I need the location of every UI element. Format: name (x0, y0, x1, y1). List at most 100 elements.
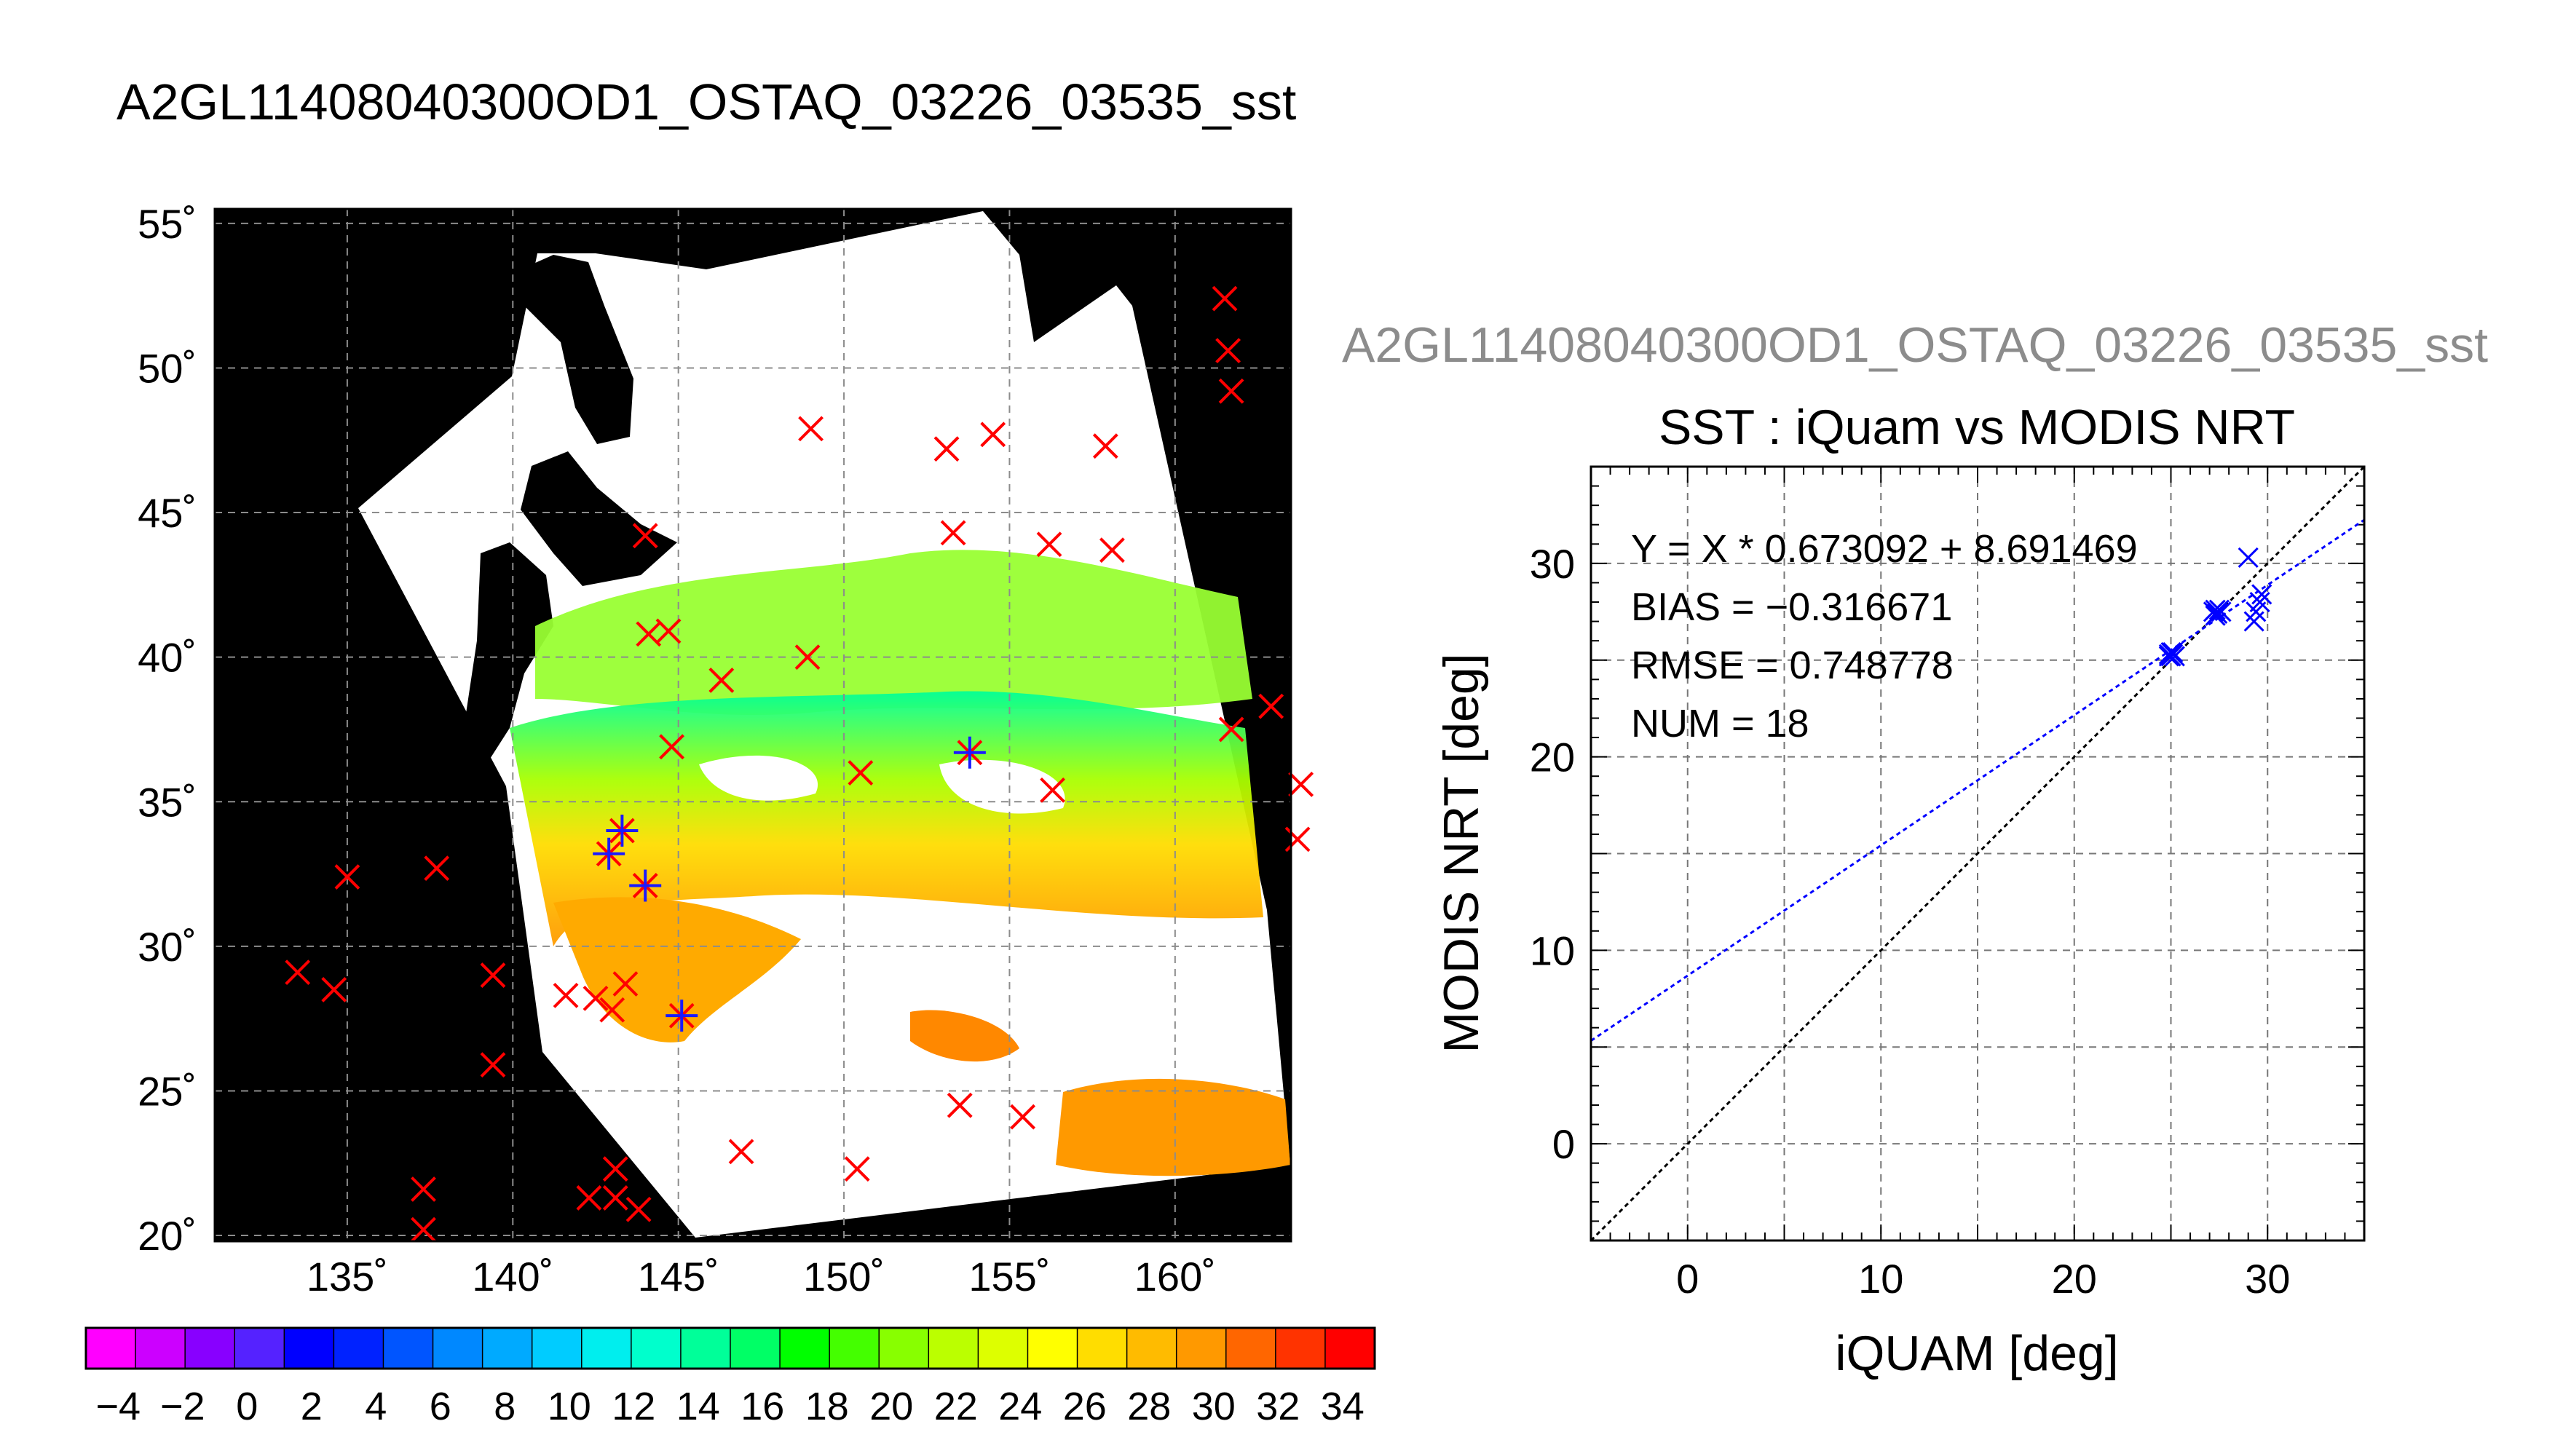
colorbar-tick-label: 2 (301, 1385, 323, 1428)
colorbar-tick-label: 6 (430, 1385, 451, 1428)
map-lon-tick-label: 155˚ (968, 1254, 1050, 1299)
scatter-line-fit (1590, 518, 2365, 1042)
colorbar-cell (333, 1328, 384, 1369)
map-lat-tick-label: 35˚ (138, 779, 197, 825)
stat-bias: BIAS = −0.316671 (1631, 585, 1952, 629)
colorbar-tick-label: 8 (494, 1385, 516, 1428)
colorbar-cell (482, 1328, 533, 1369)
map-lat-tick-label: 50˚ (138, 345, 197, 391)
colorbar-tick-label: 26 (1063, 1385, 1107, 1428)
colorbar-cell (1324, 1328, 1375, 1369)
map-lat-tick-label: 30˚ (138, 924, 197, 970)
map-lat-tick-label: 20˚ (138, 1213, 197, 1259)
map-frame (213, 207, 1292, 1243)
observation-marker (933, 436, 960, 462)
observation-marker (334, 864, 360, 890)
colorbar-tick-label: 0 (236, 1385, 258, 1428)
observation-marker (1092, 433, 1118, 459)
colorbar-cell (234, 1328, 285, 1369)
colorbar-frame (84, 1326, 1376, 1370)
observation-marker (1288, 772, 1314, 797)
observation-marker (285, 960, 311, 986)
scatter-x-tick-label: 30 (2245, 1256, 2290, 1302)
matchup-marker (953, 736, 986, 769)
map-lat-tick-label: 45˚ (138, 490, 197, 536)
scatter-point (2205, 605, 2226, 626)
scatter-point (2160, 642, 2181, 663)
map-title: A2GL11408040300OD1_OSTAQ_03226_03535_sst (117, 74, 1297, 130)
colorbar-cell (185, 1328, 235, 1369)
observation-marker (480, 962, 506, 988)
map-gridlines (215, 209, 1291, 1241)
hokkaido-land (521, 451, 677, 586)
observation-marker (1040, 777, 1065, 803)
scatter-y-tick-label: 0 (1552, 1121, 1575, 1167)
colorbar-cell (433, 1328, 483, 1369)
observation-marker (655, 618, 682, 644)
observation-marker (602, 1156, 628, 1182)
observation-marker (1010, 1104, 1036, 1130)
observation-marker (1212, 285, 1238, 312)
observation-marker (947, 1092, 973, 1118)
colorbar-cell (86, 1328, 136, 1369)
scatter-frame (1590, 465, 2366, 1242)
map-lon-tick-label: 140˚ (472, 1254, 553, 1299)
scatter-subtitle: A2GL11408040300OD1_OSTAQ_03226_03535_sst (1342, 317, 2488, 373)
observation-marker (602, 1185, 628, 1211)
observation-marker (848, 760, 874, 786)
scatter-point (2205, 599, 2226, 620)
colorbar-tick-label: 12 (612, 1385, 655, 1428)
colorbar-cell (1176, 1328, 1227, 1369)
scatter-panel: SST : iQuam vs MODIS NRT 0 10 20 300102030 … (1434, 400, 2366, 1381)
scatter-point (2251, 584, 2272, 605)
colorbar-tick-label: 16 (741, 1385, 784, 1428)
scatter-point (2211, 601, 2232, 622)
colorbar-cells (86, 1328, 1375, 1369)
scatter-point (2238, 547, 2259, 568)
colorbar-tick-label: 10 (548, 1385, 591, 1428)
scatter-xlabel: iQUAM [deg] (1835, 1326, 2118, 1381)
observation-marker (1215, 338, 1241, 364)
colorbar-tick-label: 24 (998, 1385, 1042, 1428)
colorbar-tick-labels: −4 −2 0 2 4 6 8 10 12 14 16 18 20 22 24 26 28 30 32 34 (95, 1385, 1364, 1428)
colorbar-cell (1225, 1328, 1276, 1369)
observation-marker (411, 1176, 436, 1202)
colorbar-tick-label: 14 (676, 1385, 720, 1428)
colorbar-cell (780, 1328, 830, 1369)
observation-marker (599, 997, 625, 1023)
sst-field-patch (910, 1010, 1019, 1062)
observation-marker (794, 644, 821, 670)
cloud-patch (939, 759, 1065, 814)
observation-marker (576, 1185, 602, 1211)
observation-marker (708, 668, 735, 693)
sst-field-mid (510, 691, 1263, 946)
matchup-marker (606, 814, 639, 847)
map-tick-labels: 55˚ 50˚ 45˚ 40˚ 35˚ 30˚ 25˚ 20˚ 135˚ 140˚ 145˚ 150˚… (138, 201, 1216, 1299)
scatter-y-tick-label: 10 (1530, 927, 1575, 973)
colorbar-cell (1077, 1328, 1128, 1369)
observation-marker (553, 982, 579, 1008)
observation-marker (321, 977, 347, 1002)
colorbar-cell (532, 1328, 583, 1369)
colorbar-cell (284, 1328, 334, 1369)
observation-marker (940, 520, 966, 546)
stat-equation: Y = X * 0.673092 + 8.691469 (1631, 527, 2138, 571)
colorbar-cell (631, 1328, 682, 1369)
colorbar-tick-label: 34 (1321, 1385, 1365, 1428)
scatter-title: SST : iQuam vs MODIS NRT (1659, 400, 2295, 455)
colorbar-cell (730, 1328, 781, 1369)
sst-field-southeast (1056, 1078, 1290, 1176)
colorbar-tick-label: −4 (95, 1385, 141, 1428)
observation-marker (411, 1216, 436, 1243)
observation-marker (980, 422, 1006, 448)
observation-marker (632, 523, 658, 549)
colorbar-cell (135, 1328, 186, 1369)
observation-marker (480, 1052, 506, 1078)
colorbar-tick-label: 28 (1127, 1385, 1171, 1428)
matchup-marker (593, 837, 625, 870)
colorbar-tick-label: 30 (1192, 1385, 1236, 1428)
colorbar: −4 −2 0 2 4 6 8 10 12 14 16 18 20 22 24 26 28 30 32 34 (84, 1326, 1376, 1428)
colorbar-cell (928, 1328, 979, 1369)
scatter-y-tick-label: 20 (1530, 735, 1575, 780)
